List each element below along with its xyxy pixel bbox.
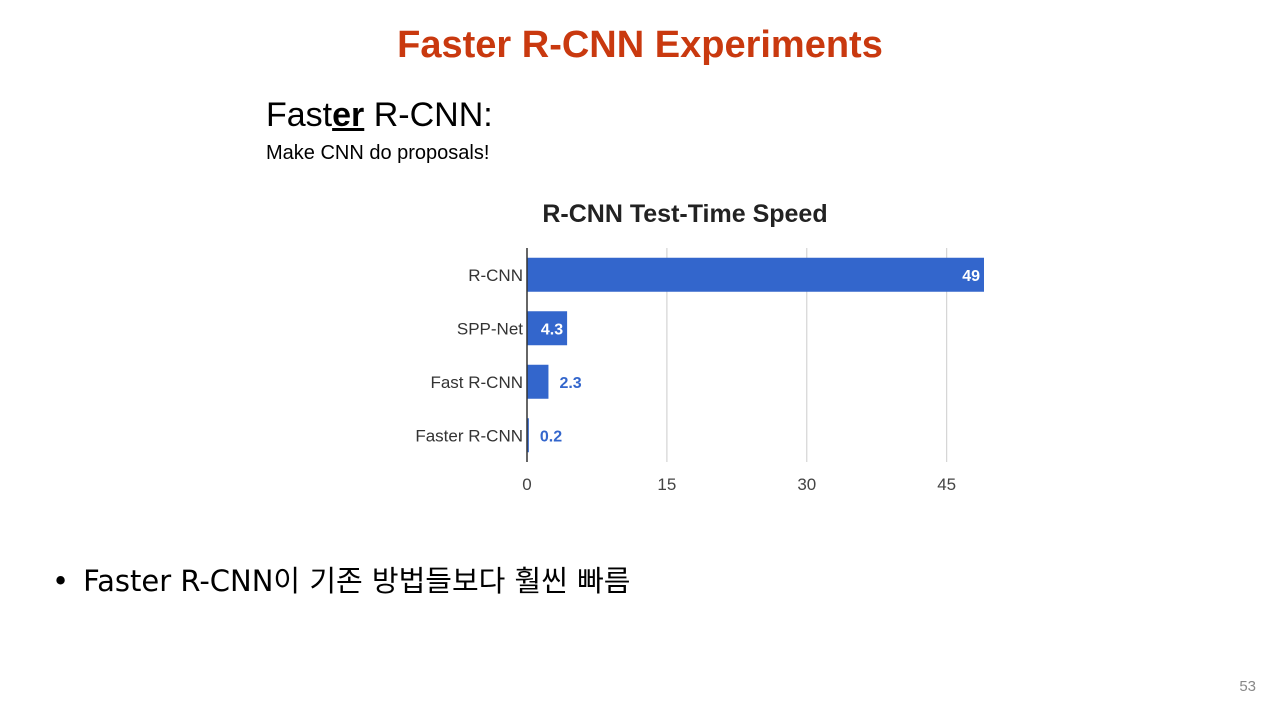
bar-value-label: 4.3: [541, 321, 563, 338]
page-number: 53: [1239, 678, 1256, 695]
bar: [527, 364, 549, 399]
slide-title: Faster R-CNN Experiments: [397, 24, 883, 66]
subheading-prefix: Fast: [266, 96, 333, 134]
x-tick-label: 30: [797, 475, 816, 494]
bar: [527, 257, 984, 292]
chart-bars: [527, 257, 984, 453]
bar-value-label: 0.2: [540, 428, 562, 445]
chart-labels: 0 15 30 45 R-CNN 49 SPP-Net 4.3 Fast R-CNN 2.3 Fas…: [415, 266, 980, 494]
y-category-label: R-CNN: [468, 266, 523, 285]
x-tick-label: 45: [937, 475, 956, 494]
bar-value-label: 49: [962, 268, 980, 285]
x-tick-label: 15: [657, 475, 676, 494]
subheading-suffix: R-CNN:: [364, 96, 493, 134]
y-category-label: SPP-Net: [457, 319, 523, 338]
bullet-text: Faster R-CNN이 기존 방법들보다 훨씬 빠름: [83, 564, 631, 598]
tagline: Make CNN do proposals!: [266, 142, 490, 164]
bullet-point: • Faster R-CNN이 기존 방법들보다 훨씬 빠름: [52, 558, 630, 600]
x-tick-label: 0: [522, 475, 531, 494]
bar-value-label: 2.3: [559, 375, 581, 392]
subheading: Faster R-CNN:: [266, 96, 493, 135]
bullet-marker: •: [52, 564, 70, 598]
chart-title: R-CNN Test-Time Speed: [542, 200, 828, 228]
bar: [527, 311, 568, 346]
y-category-label: Faster R-CNN: [415, 426, 523, 445]
bar: [527, 418, 529, 453]
subheading-emphasis: er: [332, 96, 365, 134]
y-category-label: Fast R-CNN: [430, 373, 523, 392]
